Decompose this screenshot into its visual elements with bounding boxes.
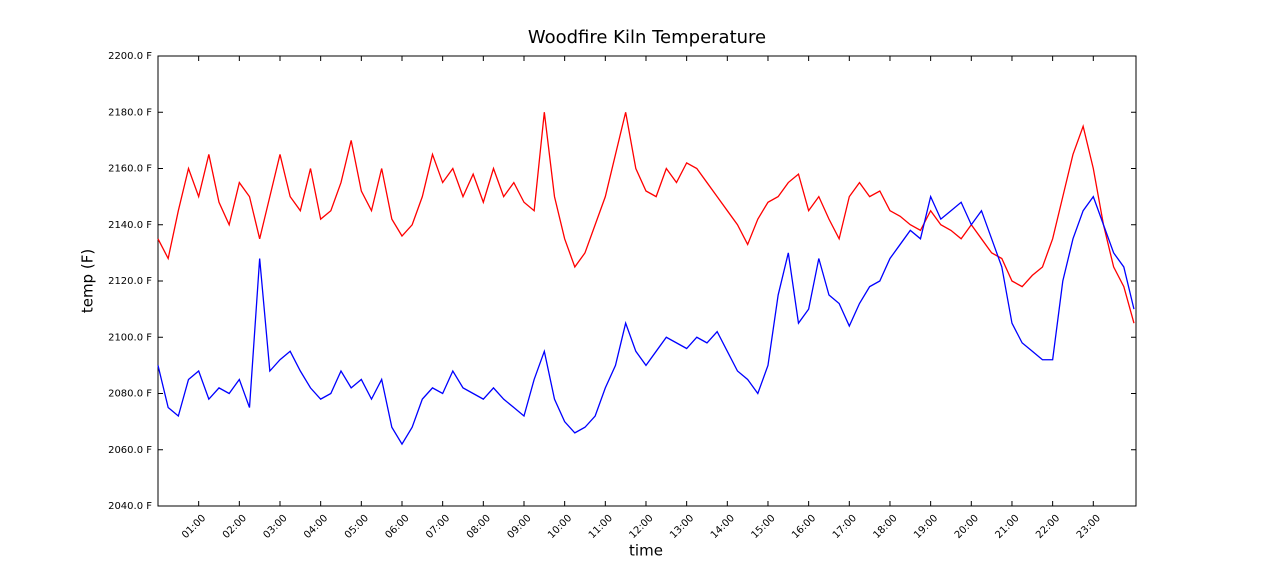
y-tick-label: 2060.0 F (108, 445, 152, 456)
chart-title: Woodfire Kiln Temperature (528, 27, 766, 48)
y-tick-label: 2180.0 F (108, 107, 152, 118)
y-tick-label: 2200.0 F (108, 51, 152, 62)
y-axis-label: temp (F) (79, 249, 97, 313)
y-tick-label: 2040.0 F (108, 501, 152, 512)
x-axis-label: time (629, 542, 663, 560)
y-tick-label: 2080.0 F (108, 389, 152, 400)
y-tick-label: 2120.0 F (108, 276, 152, 287)
y-tick-label: 2100.0 F (108, 332, 152, 343)
data-line (157, 194, 1135, 446)
y-tick-label: 2160.0 F (108, 164, 152, 175)
y-tick-label: 2140.0 F (108, 220, 152, 231)
